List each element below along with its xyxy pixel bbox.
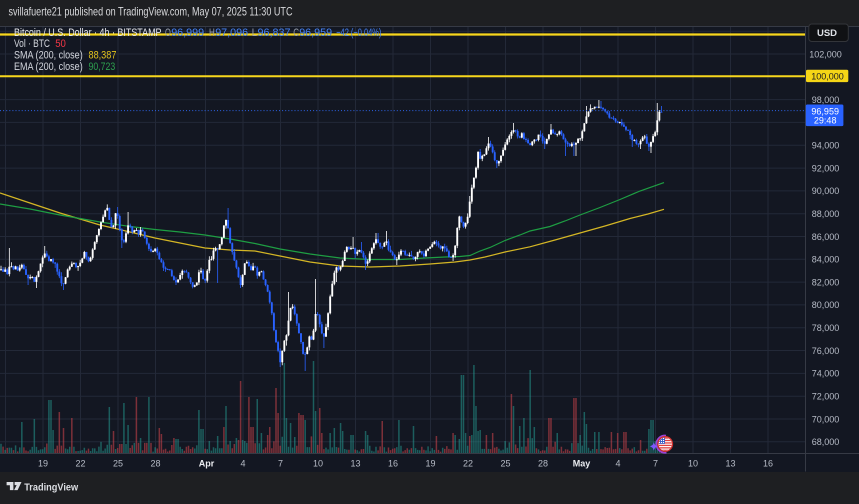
svg-text:22: 22 [463, 458, 473, 468]
svg-text:90,723: 90,723 [89, 61, 116, 73]
svg-text:90,000: 90,000 [812, 186, 840, 196]
svg-text:19: 19 [38, 458, 48, 468]
svg-text:SMA (200, close): SMA (200, close) [14, 50, 83, 62]
svg-text:svillafuerte21 published on Tr: svillafuerte21 published on TradingView.… [9, 5, 293, 19]
svg-text:25: 25 [500, 458, 510, 468]
svg-text:10: 10 [313, 458, 323, 468]
svg-text:USD: USD [817, 28, 837, 39]
svg-text:28: 28 [150, 458, 160, 468]
svg-text:68,000: 68,000 [812, 437, 840, 447]
svg-text:96,837: 96,837 [258, 27, 291, 39]
svg-text:86,000: 86,000 [812, 232, 840, 242]
svg-text:Vol · BTC: Vol · BTC [14, 38, 50, 50]
svg-text:28: 28 [538, 458, 548, 468]
svg-text:EMA (200, close): EMA (200, close) [14, 61, 83, 73]
svg-text:7: 7 [653, 458, 658, 468]
svg-text:82,000: 82,000 [812, 277, 840, 287]
svg-text:70,000: 70,000 [812, 414, 840, 424]
svg-text:97,096: 97,096 [215, 27, 248, 39]
svg-text:25: 25 [113, 458, 123, 468]
svg-text:92,000: 92,000 [812, 163, 840, 173]
svg-text:76,000: 76,000 [812, 346, 840, 356]
svg-text:100,000: 100,000 [811, 71, 844, 81]
svg-text:72,000: 72,000 [812, 392, 840, 402]
svg-text:C: C [293, 27, 299, 39]
svg-text:96,999: 96,999 [171, 27, 204, 39]
svg-text:7: 7 [278, 458, 283, 468]
svg-text:−42 (−0.04%): −42 (−0.04%) [336, 27, 381, 39]
svg-text:O: O [165, 27, 171, 39]
svg-text:84,000: 84,000 [812, 255, 840, 265]
svg-text:98,000: 98,000 [812, 95, 840, 105]
svg-text:May: May [573, 458, 591, 468]
svg-text:102,000: 102,000 [809, 49, 842, 59]
svg-text:16: 16 [388, 458, 398, 468]
svg-text:H: H [209, 27, 215, 39]
svg-text:50: 50 [55, 38, 66, 50]
svg-text:L: L [252, 27, 257, 39]
svg-text:Bitcoin / U.S. Dollar · 4h · B: Bitcoin / U.S. Dollar · 4h · BITSTAMP [14, 27, 162, 39]
svg-text:22: 22 [75, 458, 85, 468]
svg-text:80,000: 80,000 [812, 300, 840, 310]
svg-text:4: 4 [240, 458, 245, 468]
svg-text:78,000: 78,000 [812, 323, 840, 333]
svg-text:94,000: 94,000 [812, 141, 840, 151]
svg-text:96,959: 96,959 [299, 27, 332, 39]
svg-text:Apr: Apr [199, 458, 215, 468]
svg-text:TradingView: TradingView [24, 482, 78, 493]
svg-text:13: 13 [725, 458, 735, 468]
svg-text:29:48: 29:48 [814, 116, 837, 126]
svg-text:74,000: 74,000 [812, 369, 840, 379]
svg-text:13: 13 [350, 458, 360, 468]
svg-text:96,959: 96,959 [811, 106, 839, 116]
svg-text:10: 10 [688, 458, 698, 468]
svg-text:19: 19 [425, 458, 435, 468]
svg-text:4: 4 [615, 458, 620, 468]
svg-text:88,387: 88,387 [89, 50, 117, 62]
svg-text:88,000: 88,000 [812, 209, 840, 219]
svg-text:16: 16 [763, 458, 773, 468]
